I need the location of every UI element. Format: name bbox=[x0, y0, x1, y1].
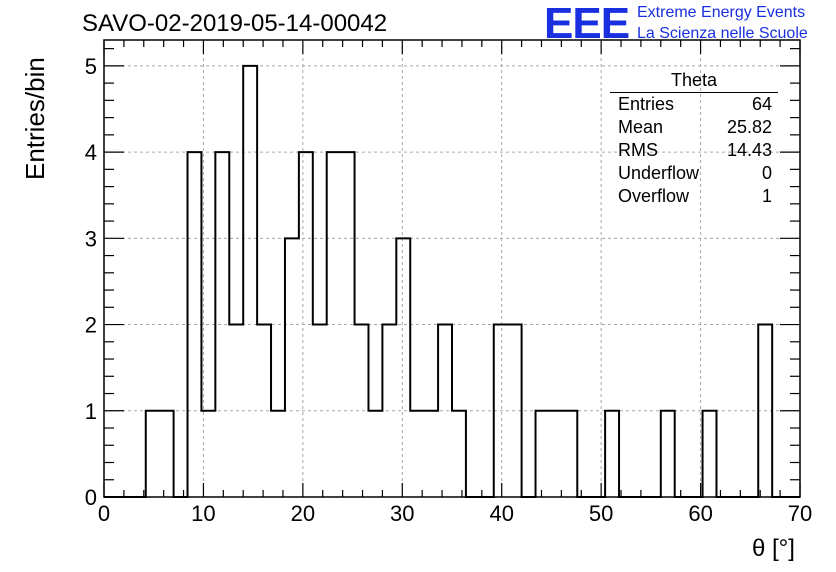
eee-logo: EEE bbox=[544, 0, 630, 48]
stats-value: 14.43 bbox=[726, 140, 772, 160]
x-tick-label: 30 bbox=[390, 501, 414, 526]
histogram-bin bbox=[243, 66, 257, 497]
x-tick-label: 0 bbox=[98, 501, 110, 526]
histogram-bin bbox=[271, 411, 285, 497]
logo-line-2: La Scienza nelle Scuole bbox=[637, 25, 808, 42]
axis-ticks bbox=[103, 40, 801, 498]
histogram-bin bbox=[536, 411, 550, 497]
stats-row-entries: Entries 64 bbox=[610, 93, 778, 116]
stats-value: 64 bbox=[751, 94, 772, 114]
x-tick-label: 60 bbox=[688, 501, 712, 526]
stats-value: 25.82 bbox=[726, 117, 772, 137]
y-tick-label: 2 bbox=[85, 313, 97, 338]
y-tick-label: 4 bbox=[85, 140, 97, 165]
histogram-bin bbox=[285, 238, 299, 497]
histogram-bin bbox=[563, 411, 577, 497]
y-axis-label: Entries/bin bbox=[20, 57, 50, 180]
stats-label: Entries bbox=[618, 94, 675, 114]
stats-row-overflow: Overflow 1 bbox=[610, 185, 778, 208]
stats-value: 0 bbox=[761, 163, 772, 183]
histogram-bin bbox=[160, 411, 174, 497]
histogram-outline bbox=[104, 64, 800, 498]
histogram-bin bbox=[605, 411, 619, 497]
histogram-bin bbox=[452, 411, 466, 497]
x-tick-label: 50 bbox=[589, 501, 613, 526]
histogram-bin bbox=[410, 411, 424, 497]
histogram-bin bbox=[703, 411, 717, 497]
histogram-bin bbox=[368, 411, 382, 497]
x-tick-label: 20 bbox=[291, 501, 315, 526]
histogram-bin bbox=[215, 152, 229, 497]
histogram-bin bbox=[424, 411, 438, 497]
histogram-bin bbox=[661, 411, 675, 497]
x-tick-label: 10 bbox=[191, 501, 215, 526]
histogram-bin bbox=[146, 411, 160, 497]
y-tick-label: 5 bbox=[85, 54, 97, 79]
y-tick-label: 1 bbox=[85, 399, 97, 424]
x-tick-label: 40 bbox=[489, 501, 513, 526]
chart-title: SAVO-02-2019-05-14-00042 bbox=[82, 10, 388, 37]
stats-label: RMS bbox=[618, 140, 658, 160]
stats-row-underflow: Underflow 0 bbox=[610, 162, 778, 185]
y-tick-label: 3 bbox=[85, 226, 97, 251]
histogram-bin bbox=[549, 411, 563, 497]
x-axis-label: θ [°] bbox=[752, 535, 795, 562]
stats-row-rms: RMS 14.43 bbox=[610, 139, 778, 162]
stats-label: Underflow bbox=[618, 163, 700, 183]
stats-box: Theta Entries 64 Mean 25.82 RMS 14.43 Un… bbox=[610, 70, 778, 208]
stats-value: 1 bbox=[761, 186, 772, 206]
stats-row-mean: Mean 25.82 bbox=[610, 116, 778, 139]
y-tick-label: 0 bbox=[85, 485, 97, 510]
plot-frame bbox=[103, 39, 801, 498]
stats-title: Theta bbox=[610, 70, 778, 93]
histogram-bin bbox=[396, 238, 410, 497]
x-tick-label: 70 bbox=[788, 501, 812, 526]
stats-label: Mean bbox=[618, 117, 664, 137]
stats-label: Overflow bbox=[618, 186, 690, 206]
logo-line-1: Extreme Energy Events bbox=[637, 4, 806, 21]
